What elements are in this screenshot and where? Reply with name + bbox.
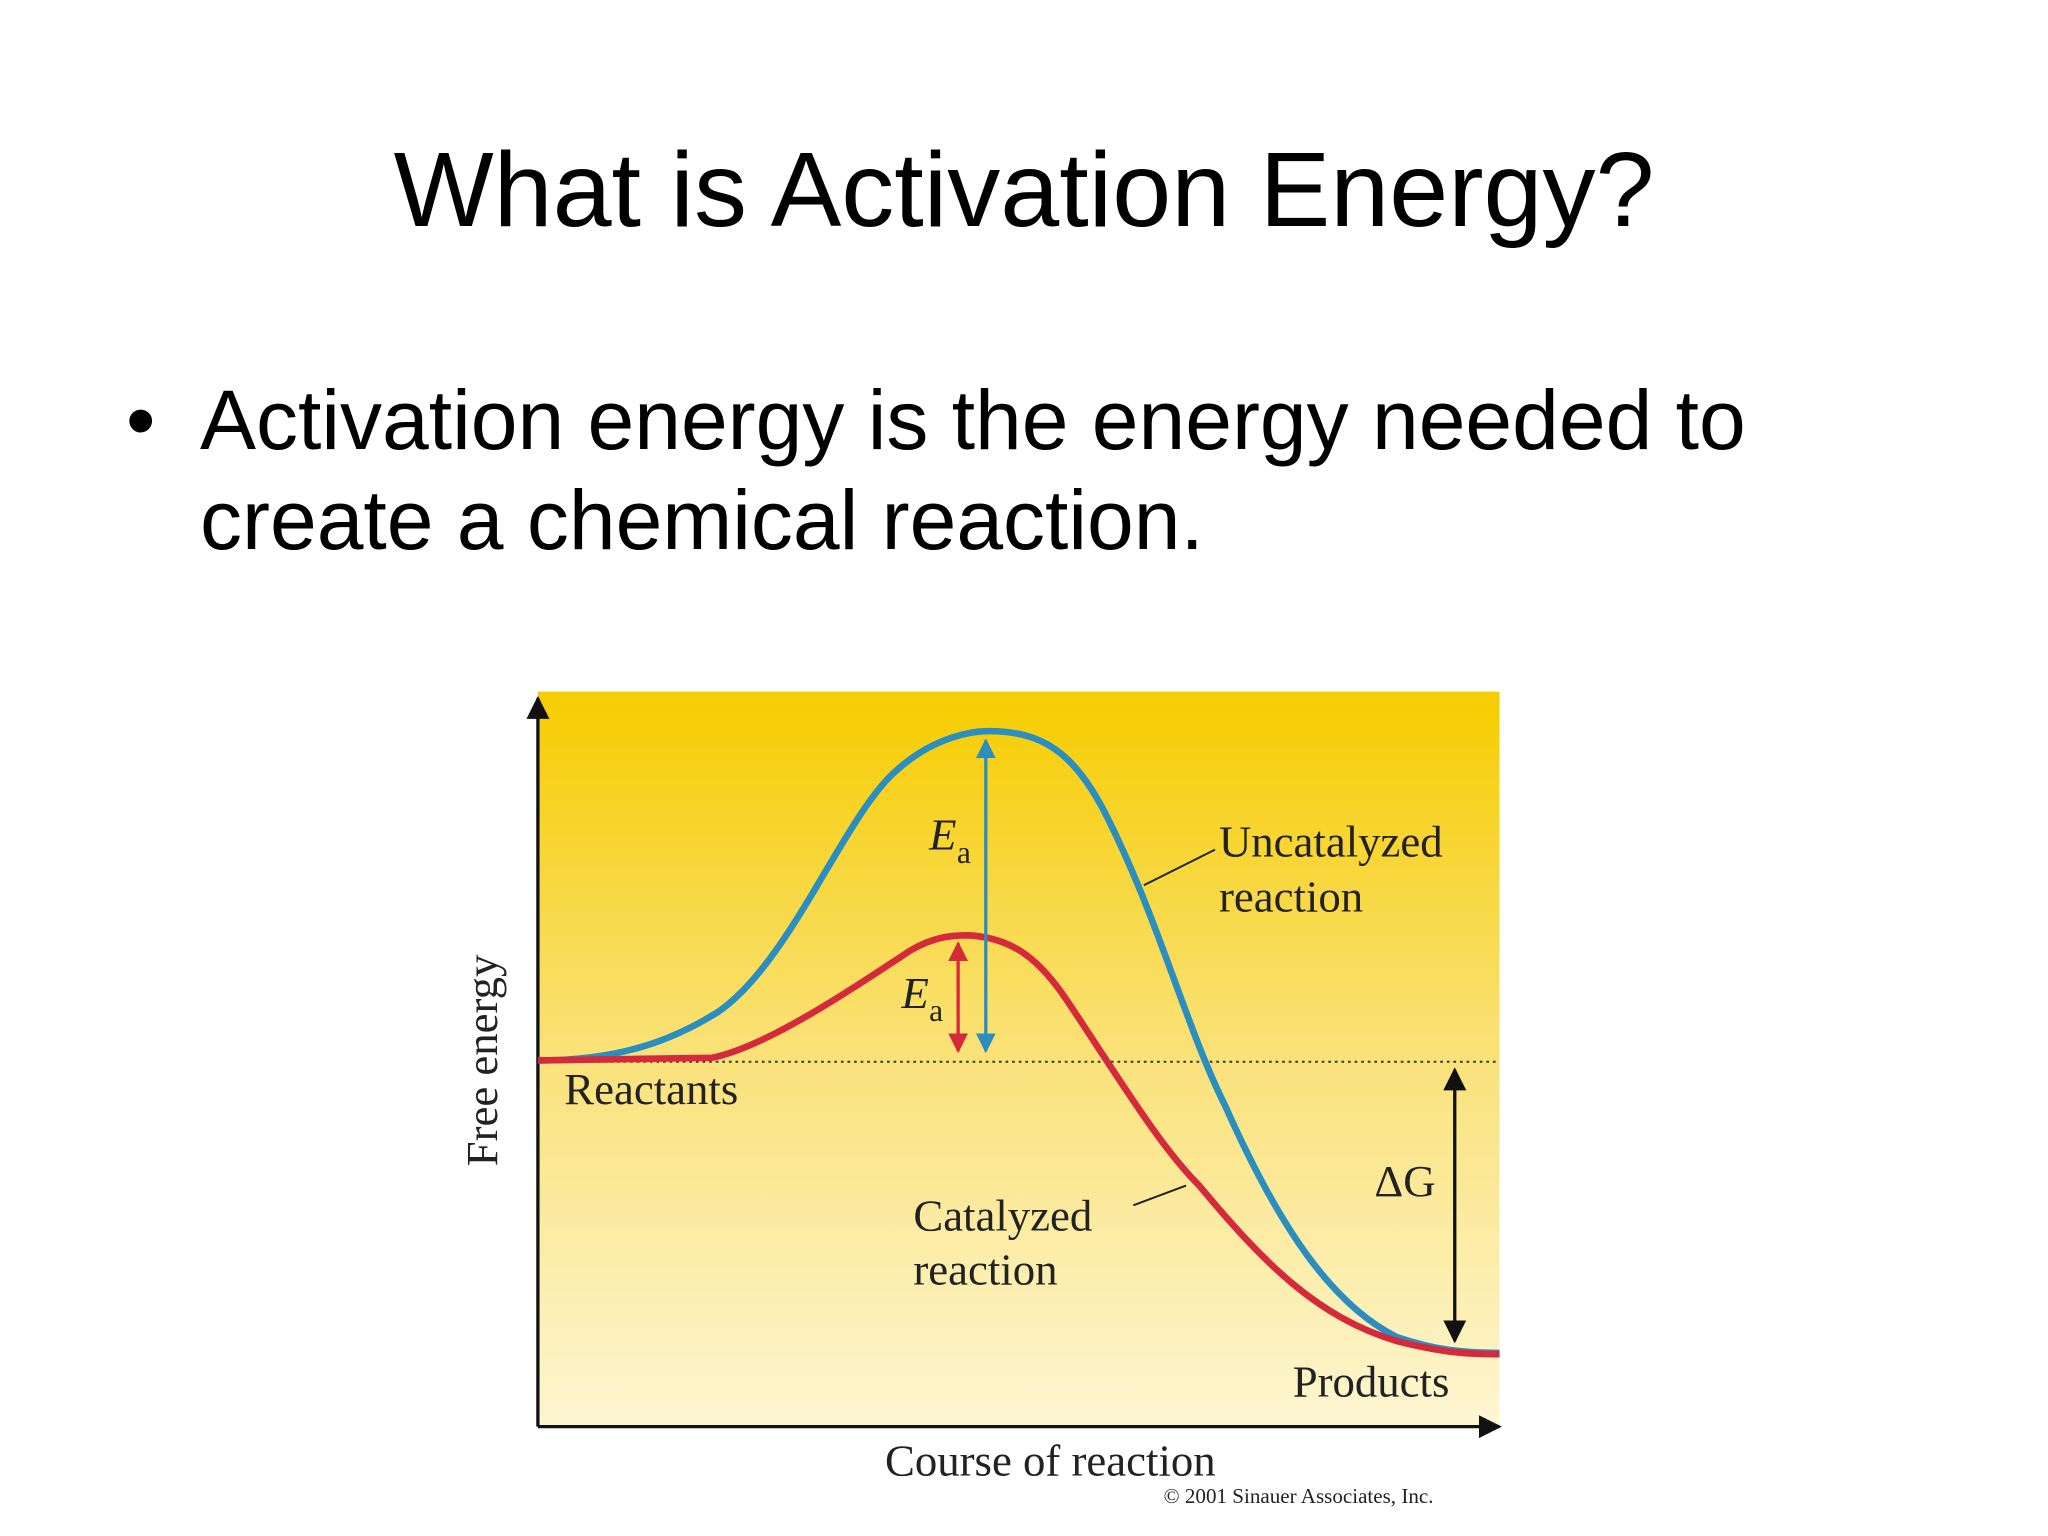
x-axis-label: Course of reaction — [885, 1435, 1216, 1485]
copyright: © 2001 Sinauer Associates, Inc. — [1164, 1484, 1434, 1508]
catalyzed-label: reaction — [913, 1244, 1057, 1294]
bullet: Activation energy is the energy needed t… — [120, 370, 1920, 570]
bullet-list: Activation energy is the energy needed t… — [120, 370, 1920, 570]
ea-subscript: a — [929, 993, 943, 1028]
uncatalyzed-label: Uncatalyzed — [1219, 816, 1443, 866]
uncatalyzed-curve — [537, 727, 1500, 1357]
leader-line — [1132, 1184, 1187, 1207]
leader-line — [1143, 848, 1216, 887]
ea-subscript: a — [957, 835, 971, 870]
y-axis-label: Free energy — [457, 954, 507, 1166]
delta-g-label: ΔG — [1374, 1156, 1435, 1206]
products-label: Products — [1293, 1356, 1450, 1406]
ea-symbol: E — [928, 810, 956, 860]
ea-symbol: E — [900, 968, 928, 1018]
catalyzed-label: Catalyzed — [913, 1190, 1092, 1240]
slide-title: What is Activation Energy? — [393, 131, 1655, 249]
reactants-label: Reactants — [564, 1064, 738, 1114]
uncatalyzed-label: reaction — [1219, 872, 1363, 922]
catalyzed-curve — [537, 932, 1500, 1358]
